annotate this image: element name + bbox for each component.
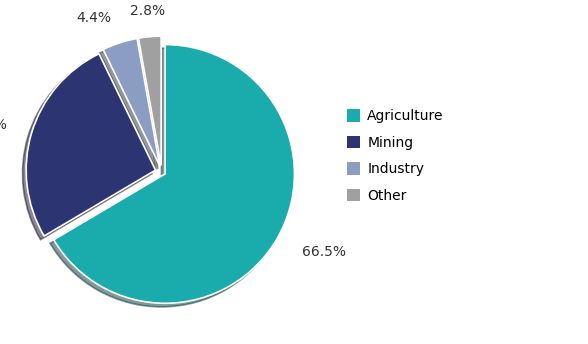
Text: 26.3%: 26.3% [0, 118, 7, 132]
Legend: Agriculture, Mining, Industry, Other: Agriculture, Mining, Industry, Other [346, 109, 444, 203]
Wedge shape [54, 45, 295, 303]
Text: 66.5%: 66.5% [302, 245, 346, 259]
Text: 2.8%: 2.8% [130, 4, 165, 18]
Wedge shape [103, 39, 160, 166]
Text: 4.4%: 4.4% [76, 11, 112, 25]
Wedge shape [26, 54, 155, 236]
Wedge shape [139, 36, 161, 165]
